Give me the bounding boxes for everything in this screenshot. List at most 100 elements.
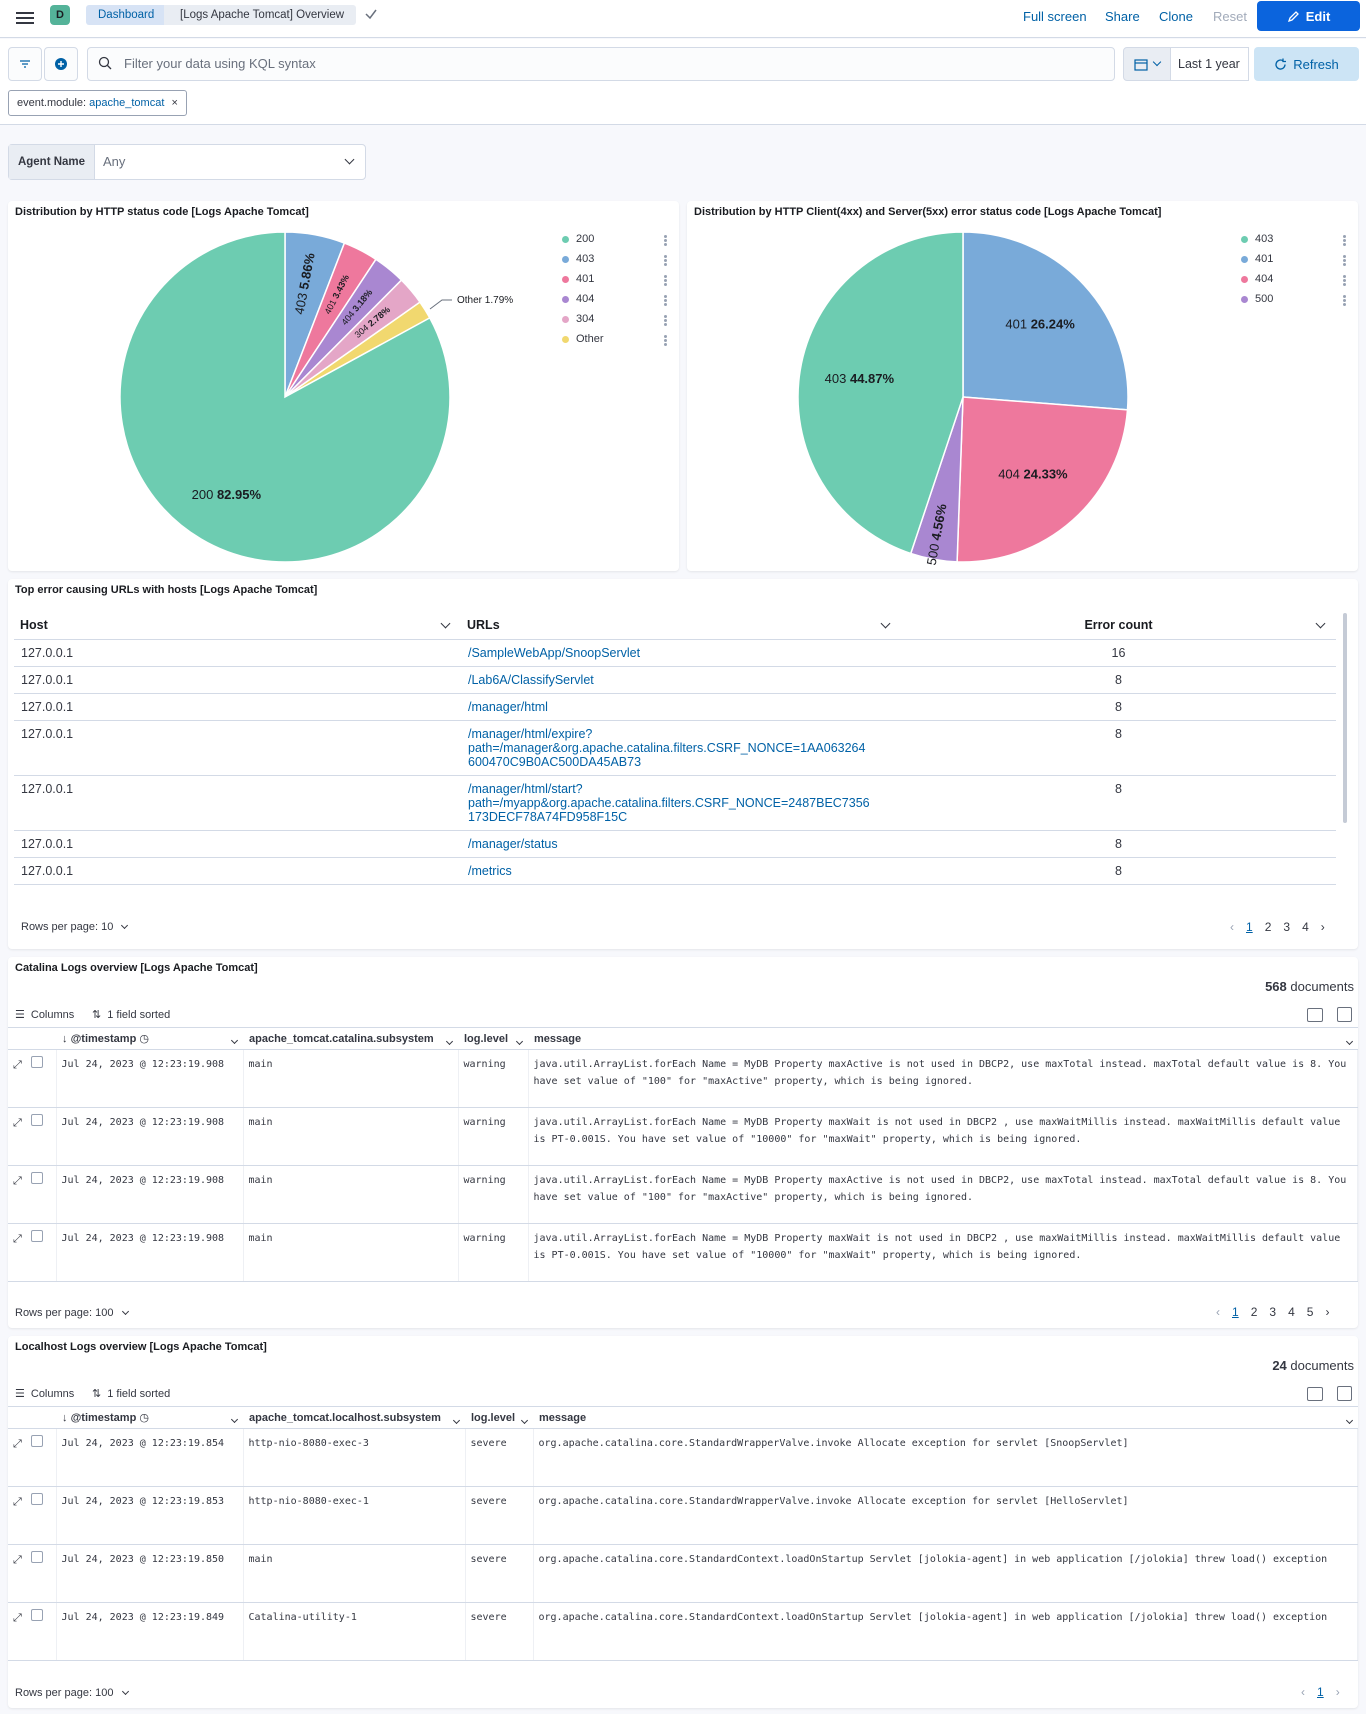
keyboard-icon[interactable] (1307, 1008, 1323, 1022)
pie-slice-200[interactable] (119, 231, 451, 563)
page-link[interactable]: 1 (1317, 1685, 1324, 1699)
row-checkbox[interactable] (30, 1435, 43, 1447)
column-header-log-level[interactable]: log.level (465, 1406, 533, 1429)
menu-icon[interactable] (16, 9, 34, 27)
expand-icon[interactable]: ⤢ (13, 1117, 22, 1129)
legend-options-icon[interactable] (664, 255, 667, 266)
expand-icon[interactable]: ⤢ (13, 1554, 22, 1566)
legend-item[interactable]: 404 (1241, 273, 1273, 285)
legend-options-icon[interactable] (664, 315, 667, 326)
keyboard-icon[interactable] (1307, 1387, 1323, 1401)
legend-item[interactable]: 500 (1241, 293, 1273, 305)
row-checkbox[interactable] (30, 1609, 43, 1621)
legend-options-icon[interactable] (664, 335, 667, 346)
legend-options-icon[interactable] (1343, 255, 1346, 266)
clone-link[interactable]: Clone (1159, 9, 1193, 24)
control-value[interactable]: Any (95, 145, 365, 179)
url-link[interactable]: /manager/status (461, 830, 901, 858)
page-link[interactable]: 2 (1250, 1305, 1258, 1319)
page-link[interactable]: 4 (1302, 920, 1309, 934)
url-link[interactable]: /manager/html (461, 693, 901, 721)
legend-options-icon[interactable] (664, 295, 667, 306)
legend-item[interactable]: 304 (562, 313, 594, 325)
column-header-urls[interactable]: URLs (461, 611, 901, 640)
share-link[interactable]: Share (1105, 9, 1140, 24)
legend-item[interactable]: 403 (562, 253, 594, 265)
rows-per-page[interactable]: Rows per page: 100 (15, 1687, 129, 1699)
legend-options-icon[interactable] (1343, 235, 1346, 246)
sort-button[interactable]: ⇅ 1 field sorted (92, 1387, 171, 1401)
page-link[interactable]: 1 (1246, 920, 1253, 934)
page-link[interactable]: 3 (1269, 1305, 1277, 1319)
legend-options-icon[interactable] (1343, 275, 1346, 286)
pie-slice-403[interactable] (797, 231, 964, 555)
date-picker-button[interactable] (1123, 47, 1171, 81)
close-icon[interactable]: × (171, 97, 178, 109)
expand-icon[interactable]: ⤢ (13, 1438, 22, 1450)
column-header-timestamp[interactable]: ↓ @timestamp ◷ (56, 1406, 243, 1429)
expand-icon[interactable]: ⤢ (13, 1233, 22, 1245)
url-link[interactable]: /Lab6A/ClassifyServlet (461, 666, 901, 694)
pie-slice-404[interactable] (956, 396, 1129, 563)
row-checkbox[interactable] (30, 1551, 43, 1563)
page-link[interactable]: 4 (1288, 1305, 1295, 1319)
page-link[interactable]: 1 (1232, 1305, 1239, 1319)
date-range-label[interactable]: Last 1 year (1171, 47, 1249, 81)
column-header-log-level[interactable]: log.level (458, 1027, 528, 1050)
legend-options-icon[interactable] (664, 275, 667, 286)
pie-slice-401[interactable] (962, 231, 1129, 411)
expand-icon[interactable]: ⤢ (13, 1496, 22, 1508)
page-link[interactable]: 3 (1283, 920, 1291, 934)
row-checkbox[interactable] (30, 1493, 43, 1505)
prev-page-icon[interactable]: ‹ (1301, 1685, 1305, 1699)
column-header-host[interactable]: Host (14, 611, 461, 640)
rows-per-page[interactable]: Rows per page: 100 (15, 1307, 129, 1319)
sort-button[interactable]: ⇅ 1 field sorted (92, 1008, 171, 1022)
columns-button[interactable]: ☰ Columns (15, 1008, 75, 1022)
legend-item[interactable]: 404 (562, 293, 594, 305)
column-header-subsystem[interactable]: apache_tomcat.catalina.subsystem (243, 1027, 458, 1050)
prev-page-icon[interactable]: ‹ (1216, 1305, 1220, 1319)
breadcrumb-dashboard[interactable]: Dashboard (86, 5, 175, 25)
kql-search-input[interactable]: Filter your data using KQL syntax (87, 47, 1115, 81)
url-link[interactable]: /SampleWebApp/SnoopServlet (461, 639, 901, 667)
expand-icon[interactable]: ⤢ (13, 1175, 22, 1187)
legend-item[interactable]: Other (562, 333, 604, 345)
column-header-subsystem[interactable]: apache_tomcat.localhost.subsystem (243, 1406, 465, 1429)
full-screen-link[interactable]: Full screen (1023, 9, 1087, 24)
refresh-button[interactable]: Refresh (1254, 47, 1359, 81)
edit-button[interactable]: Edit (1257, 1, 1360, 31)
legend-item[interactable]: 401 (1241, 253, 1273, 265)
legend-item[interactable]: 200 (562, 233, 594, 245)
filter-pill[interactable]: event.module: apache_tomcat × (8, 90, 187, 116)
rows-per-page[interactable]: Rows per page: 10 (21, 921, 129, 933)
agent-name-control[interactable]: Agent Name Any (8, 144, 366, 180)
url-link[interactable]: /metrics (461, 857, 901, 885)
legend-item[interactable]: 401 (562, 273, 594, 285)
column-header-message[interactable]: message (533, 1406, 1358, 1429)
legend-options-icon[interactable] (1343, 295, 1346, 306)
row-checkbox[interactable] (30, 1172, 43, 1184)
row-checkbox[interactable] (30, 1114, 43, 1126)
column-header-message[interactable]: message (528, 1027, 1358, 1050)
filter-menu-button[interactable] (8, 47, 42, 81)
scrollbar[interactable] (1343, 613, 1347, 823)
columns-button[interactable]: ☰ Columns (15, 1387, 75, 1401)
reset-link[interactable]: Reset (1213, 9, 1247, 24)
page-link[interactable]: 2 (1264, 920, 1272, 934)
space-avatar[interactable]: D (50, 5, 70, 25)
next-page-icon[interactable]: › (1325, 1305, 1330, 1319)
legend-options-icon[interactable] (664, 235, 667, 246)
grid-settings-icon[interactable] (1337, 1007, 1352, 1022)
row-checkbox[interactable] (30, 1230, 43, 1242)
expand-icon[interactable]: ⤢ (13, 1612, 22, 1624)
page-link[interactable]: 5 (1306, 1305, 1314, 1319)
add-filter-button[interactable] (44, 47, 78, 81)
prev-page-icon[interactable]: ‹ (1230, 920, 1234, 934)
grid-settings-icon[interactable] (1337, 1386, 1352, 1401)
next-page-icon[interactable]: › (1320, 920, 1325, 934)
row-checkbox[interactable] (30, 1056, 43, 1068)
next-page-icon[interactable]: › (1335, 1685, 1340, 1699)
url-link[interactable]: /manager/html/start? path=/myapp&org.apa… (461, 775, 901, 831)
column-header-timestamp[interactable]: ↓ @timestamp ◷ (56, 1027, 243, 1050)
